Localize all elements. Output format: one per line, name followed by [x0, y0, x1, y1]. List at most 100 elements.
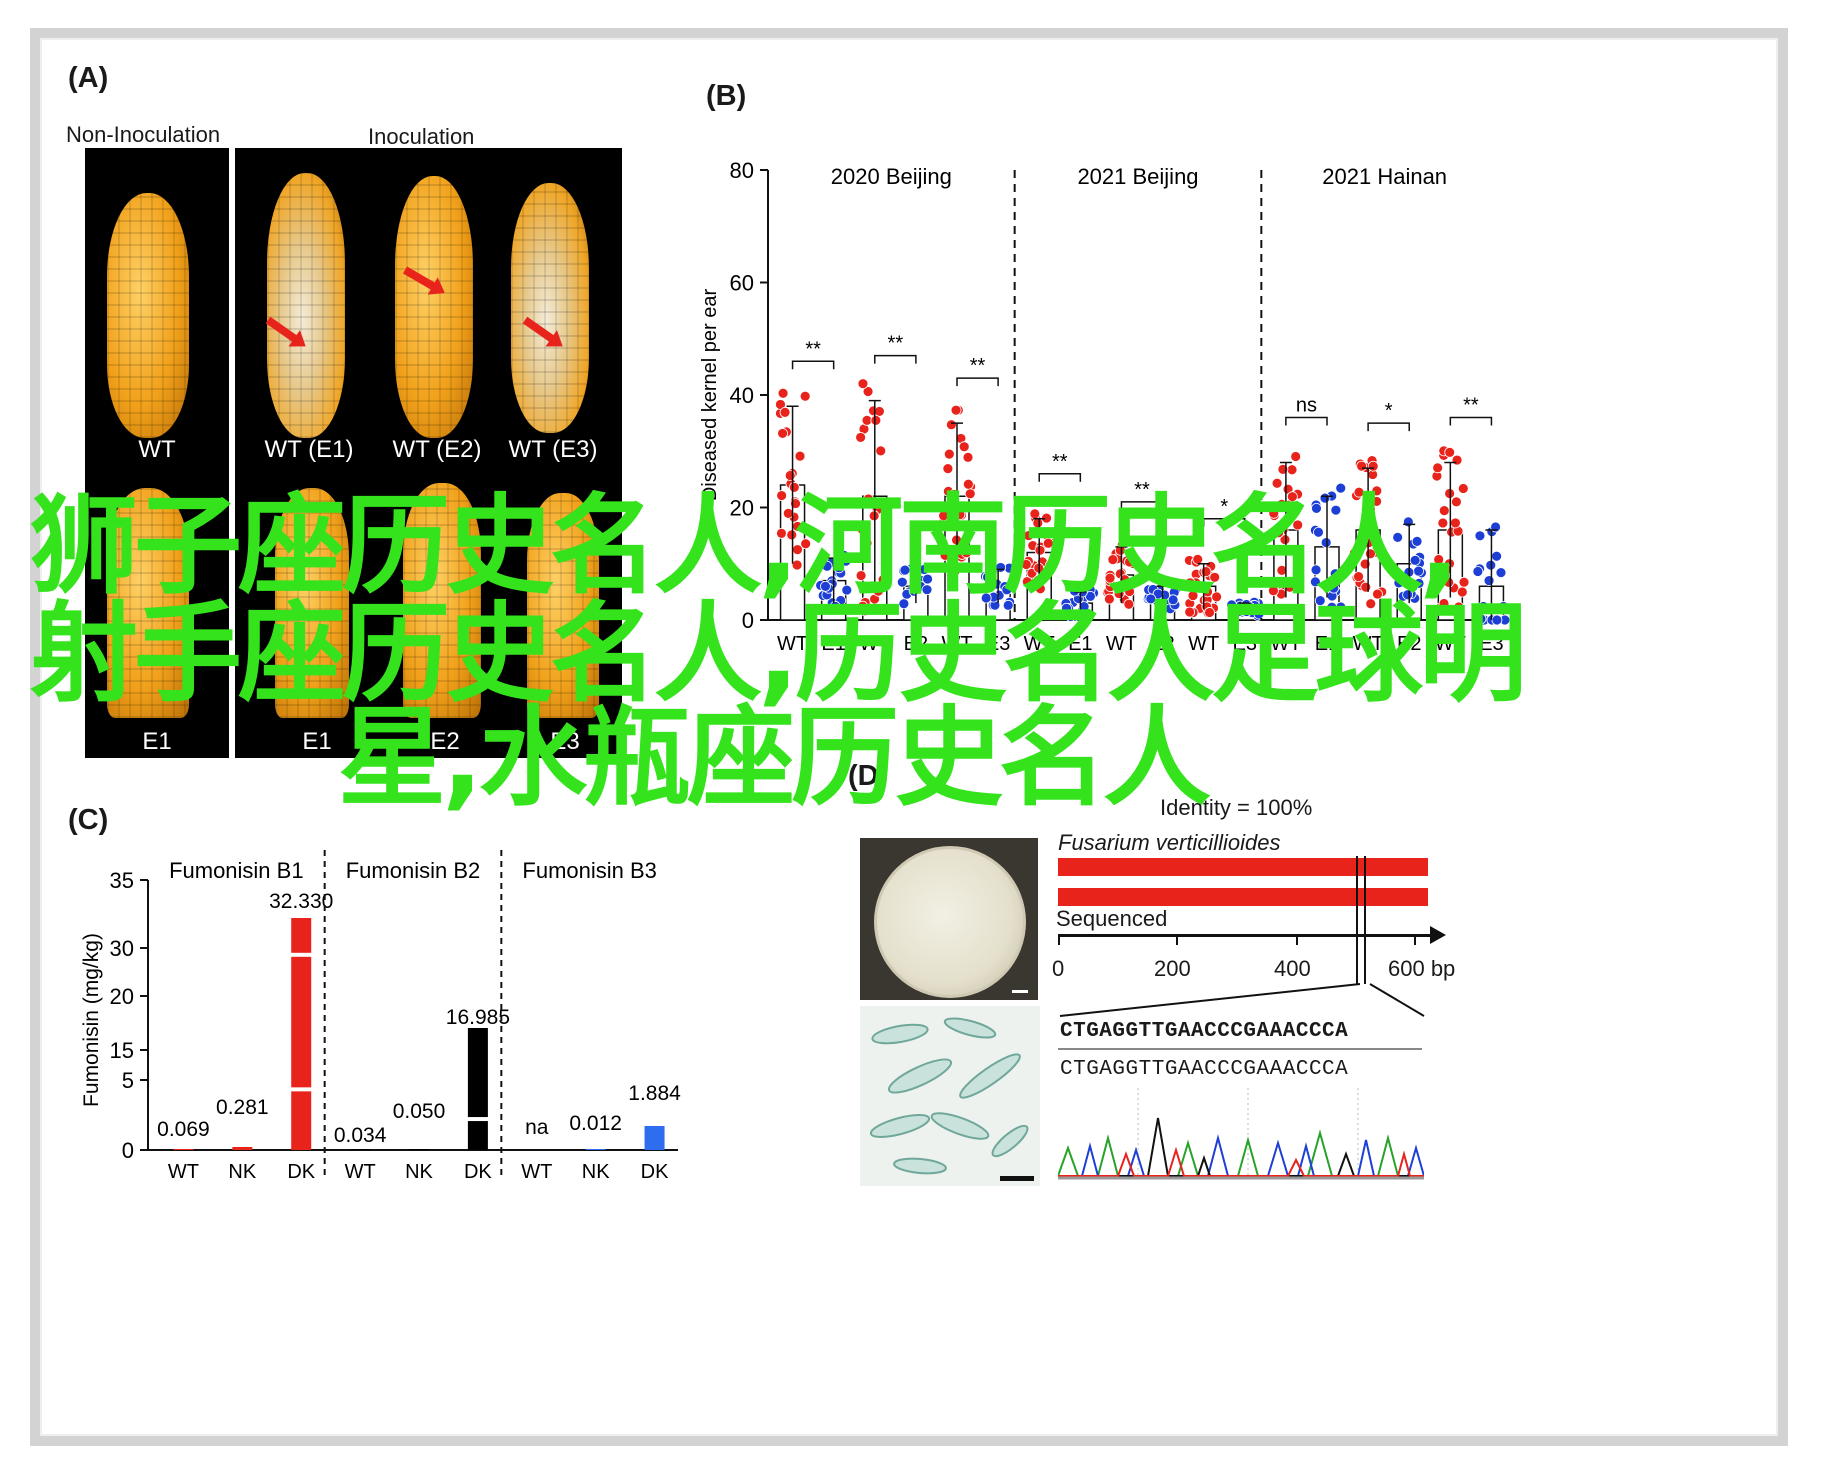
- photo-label-e1-non: E1: [142, 728, 172, 755]
- y-axis-label: Fumonisin (mg/kg): [80, 933, 103, 1107]
- data-label: 0.012: [569, 1112, 622, 1135]
- data-point: [875, 445, 887, 457]
- data-label: 0.050: [393, 1100, 446, 1123]
- data-point: [1438, 598, 1450, 609]
- significance-label: **: [1463, 395, 1479, 417]
- data-point: [829, 600, 841, 612]
- data-point: [1356, 460, 1368, 472]
- data-label: 0.069: [157, 1118, 210, 1141]
- data-point: [1353, 571, 1364, 583]
- y-tick-label: 20: [110, 984, 134, 1009]
- data-point: [958, 441, 970, 453]
- significance-bracket: [1120, 501, 1164, 510]
- overlay-text-line-1: 狮子座历史名人,河南历史名人,: [30, 484, 1460, 609]
- data-point: [962, 478, 974, 490]
- data-point: [1328, 582, 1340, 594]
- group-title: 2020 Beijing: [831, 164, 952, 189]
- corn-ear-wt-e1: [267, 173, 345, 438]
- data-point: [1078, 601, 1090, 613]
- axis-break-mark: [289, 952, 314, 957]
- data-point: [946, 574, 958, 586]
- x-tick-label: WT: [1188, 633, 1219, 655]
- data-point: [1114, 544, 1126, 556]
- petri-dish: [874, 846, 1026, 998]
- data-point: [1456, 586, 1468, 598]
- data-point: [1458, 576, 1470, 588]
- data-point: [896, 576, 908, 588]
- corn-ear-wt-e3: [511, 183, 589, 433]
- data-point: [863, 493, 874, 505]
- data-point: [786, 529, 798, 541]
- sequenced-bar: [1058, 888, 1428, 906]
- data-point: [939, 549, 951, 561]
- data-point: [1032, 574, 1044, 586]
- data-point: [1329, 568, 1341, 580]
- bp-axis: [1058, 934, 1432, 937]
- group-title: Fumonisin B1: [169, 858, 304, 883]
- x-tick-label: WT: [345, 1161, 376, 1183]
- data-label: 0.034: [334, 1124, 387, 1147]
- corn-ear-wt: [107, 193, 189, 438]
- data-point: [1286, 464, 1298, 476]
- y-tick-label: 20: [730, 496, 754, 521]
- data-point: [821, 560, 833, 572]
- data-point: [880, 544, 892, 556]
- data-point: [1167, 594, 1179, 606]
- data-point: [1326, 601, 1338, 613]
- data-point: [1349, 547, 1360, 559]
- x-tick-label: E1: [821, 633, 845, 655]
- axis-break-mark: [465, 1117, 490, 1122]
- x-tick-label: DK: [464, 1161, 492, 1183]
- x-tick-label: E2: [1397, 633, 1421, 655]
- x-tick-label: WT: [1024, 633, 1055, 655]
- photo-label-wt-e2: WT (E2): [392, 436, 482, 463]
- data-point: [1495, 567, 1507, 579]
- data-point: [1441, 564, 1453, 575]
- data-point: [1123, 598, 1135, 610]
- data-point: [1491, 550, 1503, 562]
- bp-tick-0: 0: [1052, 956, 1065, 981]
- data-point: [870, 414, 882, 426]
- inoculated-photo: WT (E1) WT (E2) WT (E3) E1 E2 E3: [235, 148, 622, 758]
- alignment-window: [1356, 856, 1366, 984]
- x-tick-label: NK: [582, 1161, 610, 1183]
- photo-label-wt-e3: WT (E3): [508, 436, 598, 463]
- y-tick-label: 30: [110, 936, 134, 961]
- x-tick-label: WT: [1270, 633, 1301, 655]
- data-point: [779, 407, 791, 418]
- data-point: [1001, 584, 1013, 596]
- overlay-text-line-3: 星,水瓶座历史名人: [338, 696, 1211, 821]
- significance-label: **: [1052, 451, 1068, 473]
- data-point: [1184, 577, 1196, 589]
- data-point: [1444, 446, 1456, 458]
- data-point: [1043, 527, 1055, 539]
- group-title: Fumonisin B2: [346, 858, 481, 883]
- data-point: [942, 463, 954, 474]
- data-point: [1104, 572, 1116, 584]
- photo-label-e2: E2: [430, 728, 460, 755]
- data-point: [1367, 460, 1379, 472]
- data-point: [1372, 588, 1383, 600]
- data-point: [1021, 576, 1033, 587]
- bar: [409, 1149, 429, 1150]
- data-label: 1.884: [628, 1082, 681, 1105]
- x-tick-label: WT: [521, 1161, 552, 1183]
- data-point: [777, 428, 788, 439]
- data-point: [1433, 554, 1445, 565]
- x-tick-label: E3: [1479, 633, 1503, 655]
- sample-sequence: CTGAGGTTGAACCCGAAACCCA: [1060, 1058, 1349, 1081]
- significance-bracket: [874, 354, 917, 364]
- significance-label: *: [1385, 400, 1393, 422]
- data-point: [1309, 576, 1321, 588]
- y-tick-label: 0: [122, 1138, 134, 1163]
- corn-ear-e1: [107, 488, 189, 718]
- data-point: [1483, 575, 1495, 587]
- x-tick-label: E1: [1068, 633, 1092, 655]
- identity-label: Identity = 100%: [1160, 795, 1313, 820]
- data-point: [1451, 454, 1463, 466]
- significance-bracket: [1202, 518, 1246, 527]
- data-point: [1353, 486, 1365, 498]
- data-point: [1002, 599, 1014, 611]
- data-point: [1023, 530, 1035, 541]
- x-tick-label: E1: [1315, 633, 1339, 655]
